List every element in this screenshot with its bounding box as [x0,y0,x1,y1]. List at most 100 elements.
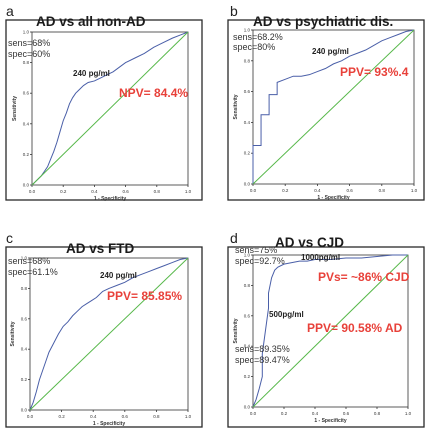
x-tick-label: 0.6 [346,188,353,193]
panel-c-ppv: PPV= 85.85% [107,289,182,303]
panel-b-cutoff: 240 pg/ml [312,47,349,56]
x-tick-label: 1.0 [185,189,192,194]
y-axis-label: Sensitivity [10,321,16,346]
panel-a-title: AD vs all non-AD [36,14,146,29]
x-tick-label: 0.6 [343,411,350,416]
x-tick-label: 0.0 [250,411,257,416]
x-tick-label: 1.0 [405,411,412,416]
panel-a-cutoff: 240 pg/ml [73,69,110,78]
y-tick-label: 1.0 [244,28,251,33]
y-tick-label: 0.6 [244,89,251,94]
panel-a-letter: a [6,3,14,19]
panel-c-title: AD vs FTD [66,241,135,256]
panel-c-letter: c [6,230,13,246]
y-tick-label: 1.0 [21,256,28,261]
panel-c-frame [5,246,203,428]
y-tick-label: 1.0 [23,30,30,35]
panel-d-letter: d [230,230,238,246]
panel-b-spec: spec=80% [233,42,275,52]
x-tick-label: 0.6 [122,414,129,419]
panel-d-title: AD vs CJD [275,235,344,250]
y-tick-label: 0.4 [23,121,30,126]
y-tick-label: 0.2 [244,151,251,156]
panel-a-frame [5,19,203,201]
panel-a-plot: 0.00.0 0.2 0.2 0.4 0.4 0.6 0.6 0.8 0.8 1.0 1.0 1 - … [12,30,192,203]
panel-a-npv: NPV= 84.4% [119,86,188,100]
y-tick-label: 0.8 [21,286,28,291]
plot-area-box [252,254,409,408]
roc-curve [252,254,408,408]
panel-c-cutoff: 240 pg/ml [100,271,137,280]
y-tick-label: 0.8 [244,283,251,288]
x-tick-label: 0.0 [250,188,257,193]
plot-area-box [252,29,415,185]
y-tick-label: 0.0 [23,183,30,188]
panel-d-pv-cjd: PVs= ~86% CJD [318,270,410,284]
panel-c-spec: spec=61.1% [8,267,58,277]
plot-area-box [31,31,189,186]
y-axis-label: Sensitivity [12,96,18,121]
x-axis-label: 1 - Specificity [314,418,346,424]
reference-line [252,29,415,185]
x-axis-label: 1 - Specificity [317,195,349,201]
panel-d-cutoff-low: 500pg/ml [269,310,304,319]
x-tick-label: 0.4 [90,414,97,419]
panel-a: a AD vs all non-AD 0.00.0 0.2 0.2 0.4 0.4 0.6… [5,3,203,203]
y-tick-label: 1.0 [244,253,251,258]
x-tick-label: 0.6 [122,189,129,194]
roc-curve [31,31,189,186]
panel-b-title: AD vs psychiatric dis. [253,14,393,29]
x-tick-label: 0.4 [91,189,98,194]
panel-d-sens: sens=75% [235,245,277,255]
reference-line [31,31,189,186]
y-tick-label: 0.0 [21,408,28,413]
roc-curve [29,257,189,411]
reference-line [252,254,409,408]
y-tick-label: 0.2 [23,152,30,157]
panel-b-frame [227,19,425,201]
y-tick-label: 0.6 [244,313,251,318]
panel-d-spec: spec=92.7% [235,256,285,266]
x-tick-label: 0.2 [282,188,289,193]
panel-c-plot: 0.00.0 0.2 0.2 0.4 0.4 0.6 0.6 0.8 0.8 1.0 1.0 1 - … [10,256,192,428]
y-tick-label: 0.6 [23,91,30,96]
panel-b-sens: sens=68.2% [233,32,283,42]
plot-area-box [29,257,189,411]
y-tick-label: 0.8 [23,60,30,65]
panel-b-plot: 0.00.0 0.2 0.2 0.4 0.4 0.6 0.6 0.8 0.8 1.0 1.0 1 - … [233,28,418,202]
panel-d-spec-low: spec=89.47% [235,355,290,365]
panel-d-sens-low: sens=89.35% [235,344,290,354]
x-tick-label: 0.2 [58,414,65,419]
y-tick-label: 0.4 [21,347,28,352]
x-tick-label: 0.8 [154,189,161,194]
y-axis-label: Sensitivity [233,318,239,343]
x-tick-label: 1.0 [411,188,418,193]
panel-d-cutoff-high: 1000pg/ml [301,253,340,262]
panel-d-ppv-ad: PPV= 90.58% AD [307,321,403,335]
x-axis-label: 1 - Specificity [94,196,126,202]
x-tick-label: 0.8 [374,411,381,416]
reference-line [29,257,189,411]
x-tick-label: 0.0 [27,414,34,419]
panel-d-frame [227,246,425,428]
x-tick-label: 0.4 [312,411,319,416]
x-tick-label: 0.0 [29,189,36,194]
y-tick-label: 0.2 [21,377,28,382]
y-tick-label: 0.2 [244,374,251,379]
x-tick-label: 0.8 [379,188,386,193]
x-tick-label: 0.8 [153,414,160,419]
x-axis-label: 1 - Specificity [93,421,125,427]
panel-b-ppv: PPV= 93%.4 [340,65,409,79]
x-tick-label: 0.4 [314,188,321,193]
y-axis-label: Sensitivity [233,94,239,119]
x-tick-label: 0.2 [281,411,288,416]
roc-curve [252,29,415,184]
panel-c: c AD vs FTD 0.00.0 0.2 0.2 0.4 0.4 0.6 0.6 0.8 0… [5,230,203,428]
y-tick-label: 0.6 [21,316,28,321]
panel-d: d AD vs CJD 0.00.00.20.20.40.40.60.60.80… [227,230,425,428]
y-tick-label: 0.0 [244,182,251,187]
panel-a-spec: spec=60% [8,49,50,59]
y-tick-label: 0.8 [244,58,251,63]
panel-c-sens: sens=68% [8,256,50,266]
